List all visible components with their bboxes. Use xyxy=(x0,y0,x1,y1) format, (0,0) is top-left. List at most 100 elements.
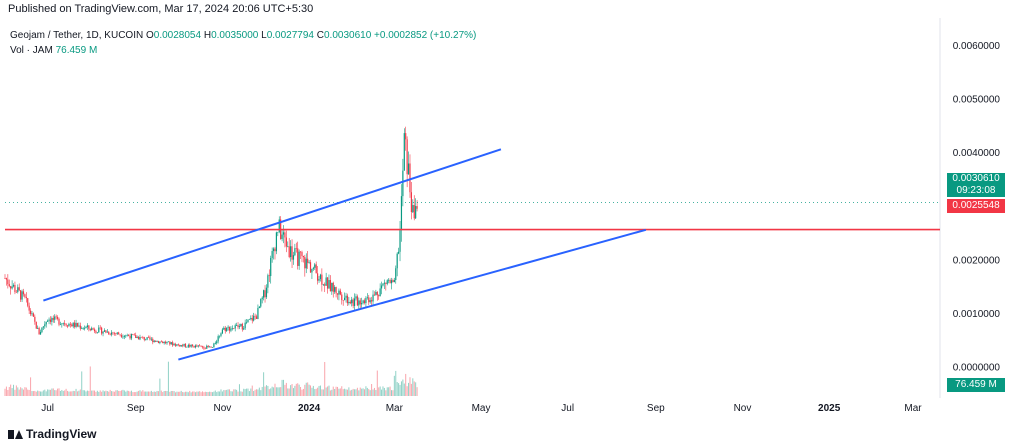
x-tick-label: Nov xyxy=(734,403,752,414)
volume-bar xyxy=(346,389,348,396)
volume-bar xyxy=(361,388,363,396)
candle-body xyxy=(59,324,62,325)
volume-bar xyxy=(24,387,26,396)
volume-bar xyxy=(20,387,22,396)
volume-bar xyxy=(271,386,273,396)
candle-body xyxy=(149,337,151,340)
candle-body xyxy=(39,331,42,335)
volume-bar xyxy=(275,387,277,396)
candle-body xyxy=(14,285,16,293)
volume-label[interactable]: Vol · JAM xyxy=(10,45,53,56)
candle-body xyxy=(17,287,19,293)
candle-body xyxy=(281,234,283,240)
volume-bar xyxy=(312,385,314,396)
volume-bar xyxy=(329,390,331,396)
volume-bar xyxy=(244,389,246,396)
volume-bar xyxy=(169,391,171,396)
candle-body xyxy=(301,252,303,257)
candle-body xyxy=(265,287,268,298)
volume-bar xyxy=(273,387,275,396)
volume-bar xyxy=(35,391,37,396)
volume-bar xyxy=(318,385,320,396)
candle-body xyxy=(305,258,307,269)
candle-body xyxy=(311,268,313,273)
candle-body xyxy=(317,273,319,281)
volume-bar xyxy=(300,386,302,396)
candle-body xyxy=(184,343,187,347)
candle-body xyxy=(159,341,161,344)
candle-body xyxy=(302,256,305,258)
volume-bar xyxy=(253,391,255,396)
candle-body xyxy=(288,246,290,258)
volume-bar xyxy=(359,387,361,396)
volume-bar xyxy=(214,390,216,396)
candle-body xyxy=(285,237,287,247)
volume-bar xyxy=(366,387,368,396)
candle-body xyxy=(362,300,364,304)
candle-body xyxy=(187,344,189,347)
volume-bar xyxy=(184,391,186,396)
volume-bar xyxy=(10,384,12,396)
volume-bar xyxy=(211,392,213,396)
y-tick-label: 0.0020000 xyxy=(953,255,1001,266)
candle-body xyxy=(322,284,324,285)
candle-body xyxy=(116,332,118,334)
volume-bar xyxy=(229,389,231,396)
volume-bar xyxy=(277,387,279,396)
candle-body xyxy=(200,345,202,347)
x-tick-label: 2024 xyxy=(298,403,321,414)
volume-bar xyxy=(153,391,155,396)
volume-bar xyxy=(148,391,150,396)
candle-body xyxy=(255,316,258,319)
volume-legend: Vol · JAM 76.459 M xyxy=(10,45,97,56)
candle-body xyxy=(143,337,145,340)
candle-body xyxy=(8,284,10,287)
volume-bar xyxy=(152,391,154,396)
volume-bar xyxy=(81,371,83,396)
candle-body xyxy=(61,323,63,325)
volume-bar xyxy=(42,390,44,396)
tradingview-logo-icon xyxy=(8,429,23,439)
candle-body xyxy=(275,232,278,252)
candle-body xyxy=(108,331,110,335)
symbol-name[interactable]: Geojam / Tether, 1D, KUCOIN xyxy=(10,30,144,41)
candle-body xyxy=(25,296,27,299)
volume-bar xyxy=(372,389,374,396)
candle-body xyxy=(309,262,312,273)
candle-body xyxy=(351,299,353,304)
candle-body xyxy=(413,205,415,219)
candle-body xyxy=(106,331,108,333)
volume-bar xyxy=(285,382,287,396)
volume-bar xyxy=(238,384,240,396)
volume-bar xyxy=(75,388,77,396)
volume-bar xyxy=(375,390,377,396)
volume-bar xyxy=(113,391,115,396)
volume-bar xyxy=(146,391,148,396)
candle-body xyxy=(120,335,123,337)
candle-body xyxy=(34,316,36,322)
candle-body xyxy=(193,345,195,348)
volume-tag: 76.459 M xyxy=(947,378,1005,392)
x-tick-label: 2025 xyxy=(818,403,841,414)
candle-body xyxy=(182,344,184,346)
volume-bar xyxy=(354,389,356,396)
volume-bar xyxy=(128,390,130,396)
volume-bar xyxy=(15,385,17,396)
volume-bar xyxy=(392,390,394,396)
volume-bar xyxy=(58,388,60,396)
volume-bar xyxy=(344,388,346,396)
candle-body xyxy=(241,323,243,330)
volume-bar xyxy=(240,391,242,396)
volume-bar xyxy=(280,387,282,396)
volume-bar xyxy=(294,385,296,396)
candle-body xyxy=(218,335,221,337)
volume-bar xyxy=(288,388,290,396)
volume-bar xyxy=(160,390,162,396)
candle-body xyxy=(223,327,225,330)
candle-body xyxy=(135,335,137,338)
volume-bar xyxy=(150,390,152,396)
volume-bar xyxy=(197,391,199,396)
volume-bar xyxy=(409,377,411,396)
volume-bar xyxy=(378,387,380,396)
